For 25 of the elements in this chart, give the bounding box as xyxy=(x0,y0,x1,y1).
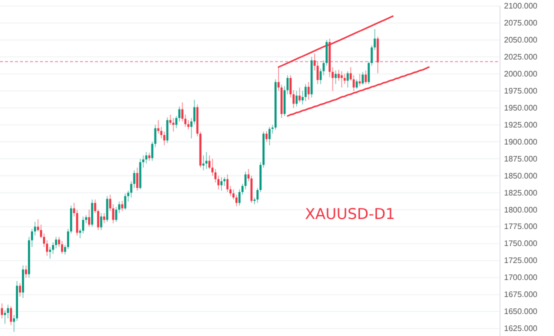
candlestick xyxy=(271,124,274,134)
y-tick-label: 1675.000 xyxy=(504,290,538,300)
y-tick-label: 1750.000 xyxy=(504,239,538,248)
y-tick-label: 2000.000 xyxy=(504,69,538,78)
y-tick-label: 1850.000 xyxy=(504,171,538,180)
y-tick-label: 1800.000 xyxy=(504,205,538,214)
y-tick-label: 1725.000 xyxy=(504,256,538,266)
annotation: XAUUSD-D1 xyxy=(305,205,396,223)
y-tick-label: 1625.000 xyxy=(504,324,538,334)
y-tick-label: 1975.000 xyxy=(504,86,538,96)
y-tick-label: 1650.000 xyxy=(504,307,538,316)
candlestick xyxy=(223,176,226,186)
y-tick-label: 1775.000 xyxy=(504,222,538,232)
y-tick-label: 1925.000 xyxy=(504,120,538,130)
y-tick-label: 2075.000 xyxy=(504,18,538,28)
line-series xyxy=(286,66,430,117)
y-tick-label: 1825.000 xyxy=(504,188,538,198)
y-tick-label: 1700.000 xyxy=(504,273,538,282)
y-tick-label: 1875.000 xyxy=(504,154,538,164)
y-tick-label: 1900.000 xyxy=(504,137,538,146)
y-tick-label: 2025.000 xyxy=(504,52,538,62)
candlestick xyxy=(253,197,256,205)
y-tick-label: 2050.000 xyxy=(504,36,538,45)
y-tick-label: 1950.000 xyxy=(504,103,538,112)
y-tick-label: 2100.000 xyxy=(504,2,538,11)
